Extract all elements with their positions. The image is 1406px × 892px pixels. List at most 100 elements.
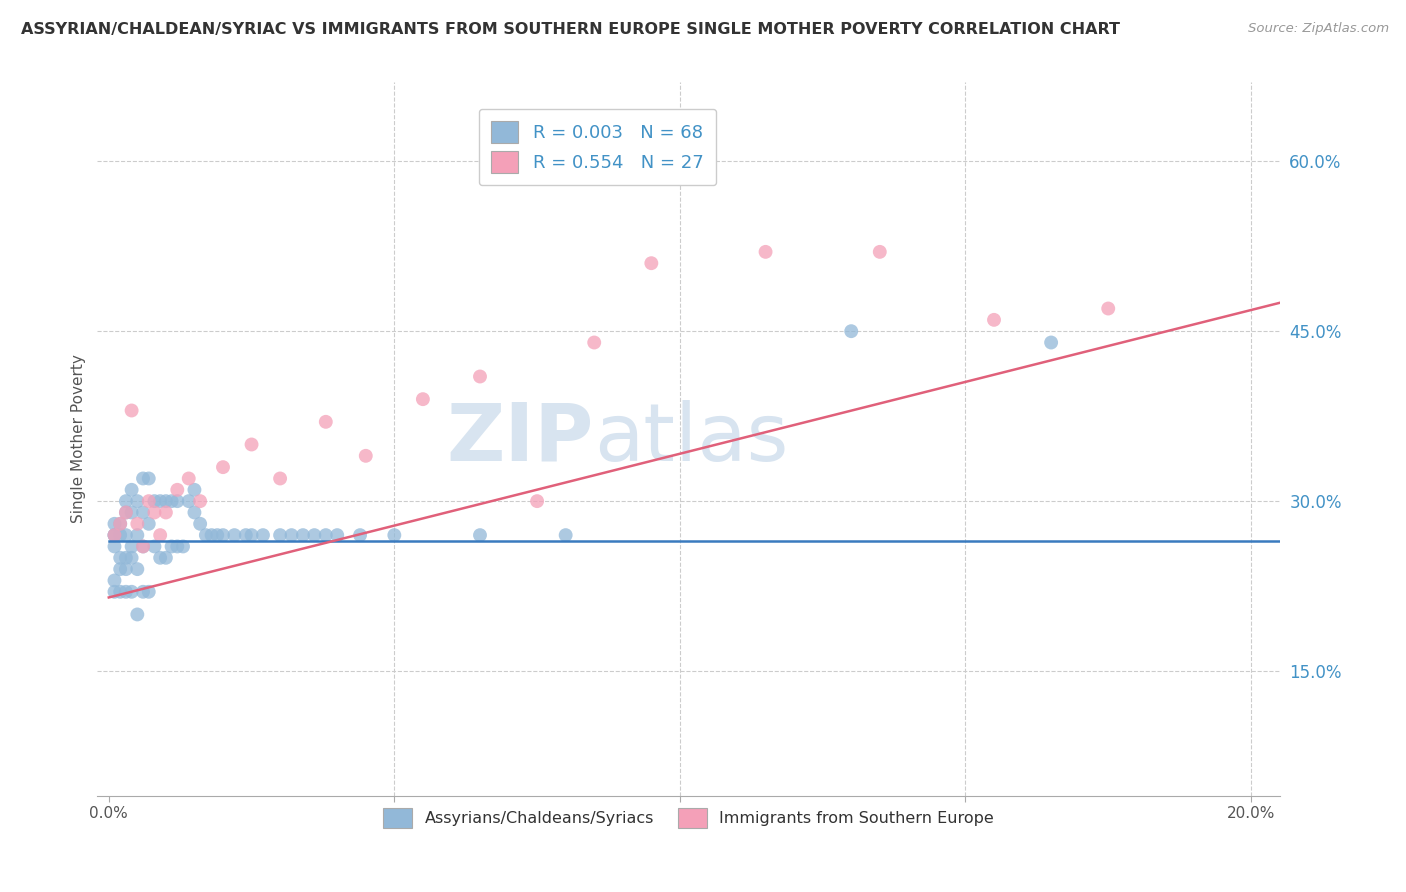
Point [869,244,891,259]
Point [468,528,491,542]
Point [754,244,776,259]
Point [212,460,235,475]
Point [269,528,291,542]
Point [207,528,229,542]
Point [143,540,166,554]
Point [103,528,125,542]
Point [149,528,172,542]
Point [315,528,337,542]
Point [138,516,160,531]
Text: Source: ZipAtlas.com: Source: ZipAtlas.com [1249,22,1389,36]
Point [640,256,662,270]
Point [127,494,149,508]
Point [108,584,131,599]
Point [132,540,155,554]
Point [155,494,177,508]
Point [115,528,138,542]
Point [103,528,125,542]
Point [269,471,291,485]
Point [183,506,205,520]
Point [280,528,302,542]
Point [1040,335,1063,350]
Point [121,584,143,599]
Point [132,584,155,599]
Point [121,540,143,554]
Point [138,471,160,485]
Point [138,584,160,599]
Point [1097,301,1119,316]
Point [468,369,491,384]
Point [127,528,149,542]
Point [224,528,246,542]
Point [240,437,263,451]
Point [235,528,257,542]
Point [132,540,155,554]
Point [166,494,188,508]
Point [149,550,172,565]
Text: atlas: atlas [593,400,789,478]
Point [121,506,143,520]
Text: ZIP: ZIP [447,400,593,478]
Point [194,528,217,542]
Point [115,550,138,565]
Point [183,483,205,497]
Point [127,516,149,531]
Point [291,528,314,542]
Point [583,335,606,350]
Point [160,540,183,554]
Point [240,528,263,542]
Point [115,506,138,520]
Point [138,494,160,508]
Point [166,483,188,497]
Point [121,403,143,417]
Point [103,584,125,599]
Point [252,528,274,542]
Point [121,550,143,565]
Point [166,540,188,554]
Point [839,324,862,338]
Text: ASSYRIAN/CHALDEAN/SYRIAC VS IMMIGRANTS FROM SOUTHERN EUROPE SINGLE MOTHER POVERT: ASSYRIAN/CHALDEAN/SYRIAC VS IMMIGRANTS F… [21,22,1121,37]
Point [108,528,131,542]
Point [155,506,177,520]
Point [127,607,149,622]
Point [200,528,222,542]
Point [304,528,326,542]
Point [149,494,172,508]
Point [349,528,371,542]
Point [103,574,125,588]
Point [108,516,131,531]
Point [326,528,349,542]
Point [155,550,177,565]
Point [143,494,166,508]
Point [143,506,166,520]
Point [103,540,125,554]
Point [188,494,211,508]
Point [103,528,125,542]
Point [177,494,200,508]
Point [382,528,405,542]
Point [212,528,235,542]
Point [526,494,548,508]
Point [412,392,434,406]
Point [108,562,131,576]
Point [121,483,143,497]
Point [554,528,576,542]
Point [188,516,211,531]
Point [172,540,194,554]
Point [177,471,200,485]
Point [132,506,155,520]
Point [108,516,131,531]
Point [160,494,183,508]
Legend: Assyrians/Chaldeans/Syriacs, Immigrants from Southern Europe: Assyrians/Chaldeans/Syriacs, Immigrants … [377,802,1001,834]
Point [127,562,149,576]
Y-axis label: Single Mother Poverty: Single Mother Poverty [72,354,86,524]
Point [132,471,155,485]
Point [115,506,138,520]
Point [354,449,377,463]
Point [983,313,1005,327]
Point [315,415,337,429]
Point [108,550,131,565]
Point [115,494,138,508]
Point [115,562,138,576]
Point [103,516,125,531]
